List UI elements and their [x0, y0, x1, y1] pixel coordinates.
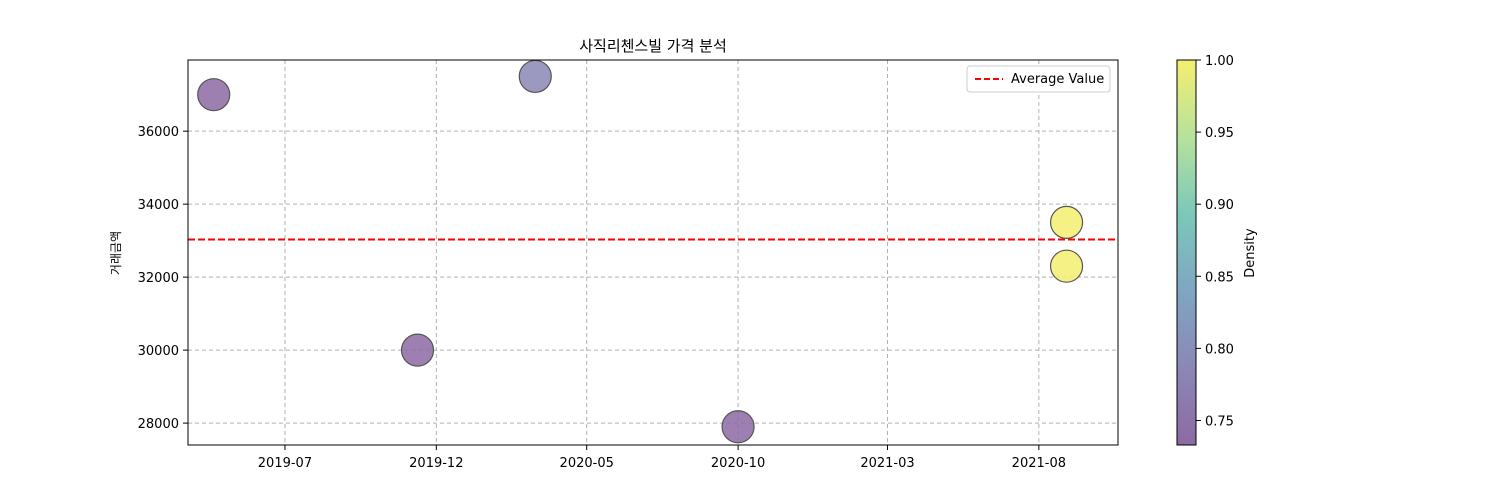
colorbar-tick-label: 0.75: [1205, 414, 1234, 429]
y-tick-label: 32000: [138, 271, 179, 286]
plot-frame: [187, 59, 1119, 446]
grid-lines: [188, 60, 1118, 445]
colorbar-tick-label: 0.90: [1205, 198, 1234, 213]
colorbar-tick-label: 0.85: [1205, 270, 1234, 285]
y-tick-label: 34000: [138, 198, 179, 213]
legend: Average Value: [966, 65, 1111, 93]
y-tick-label: 28000: [138, 417, 179, 432]
x-axis-ticks: 2019-07 2019-12 2020-05 2020-10 2021-03 2021-…: [258, 445, 1066, 471]
data-point: [1049, 249, 1084, 283]
colorbar-label: Density: [1243, 228, 1258, 278]
x-tick-label: 2019-07: [258, 456, 312, 471]
x-tick-label: 2020-05: [560, 456, 614, 471]
colorbar: 0.75 0.80 0.85 0.90 0.95 1.00 Density: [1176, 54, 1258, 446]
colorbar-tick-label: 0.80: [1205, 342, 1234, 357]
colorbar-tick-label: 1.00: [1205, 54, 1234, 69]
data-point: [518, 59, 552, 94]
chart-title: 사직리첸스빌 가격 분석: [579, 37, 727, 55]
x-tick-label: 2019-12: [409, 456, 463, 471]
legend-average-label: Average Value: [1011, 72, 1104, 87]
legend-box: [966, 65, 1111, 93]
x-tick-label: 2020-10: [711, 456, 765, 471]
y-axis-ticks: 28000 30000 32000 34000 36000: [138, 125, 188, 432]
colorbar-gradient: [1176, 59, 1197, 446]
x-tick-label: 2021-03: [860, 456, 914, 471]
y-axis-label: 거래금액: [109, 231, 123, 275]
y-tick-label: 30000: [138, 344, 179, 359]
colorbar-tick-label: 0.95: [1205, 126, 1234, 141]
y-tick-label: 36000: [138, 125, 179, 140]
data-point: [721, 410, 755, 444]
x-tick-label: 2021-08: [1012, 456, 1066, 471]
data-point: [197, 78, 231, 112]
data-point: [400, 333, 435, 367]
colorbar-ticks: 0.75 0.80 0.85 0.90 0.95 1.00: [1196, 54, 1234, 429]
data-point: [1049, 205, 1084, 239]
data-points: [197, 59, 1084, 444]
